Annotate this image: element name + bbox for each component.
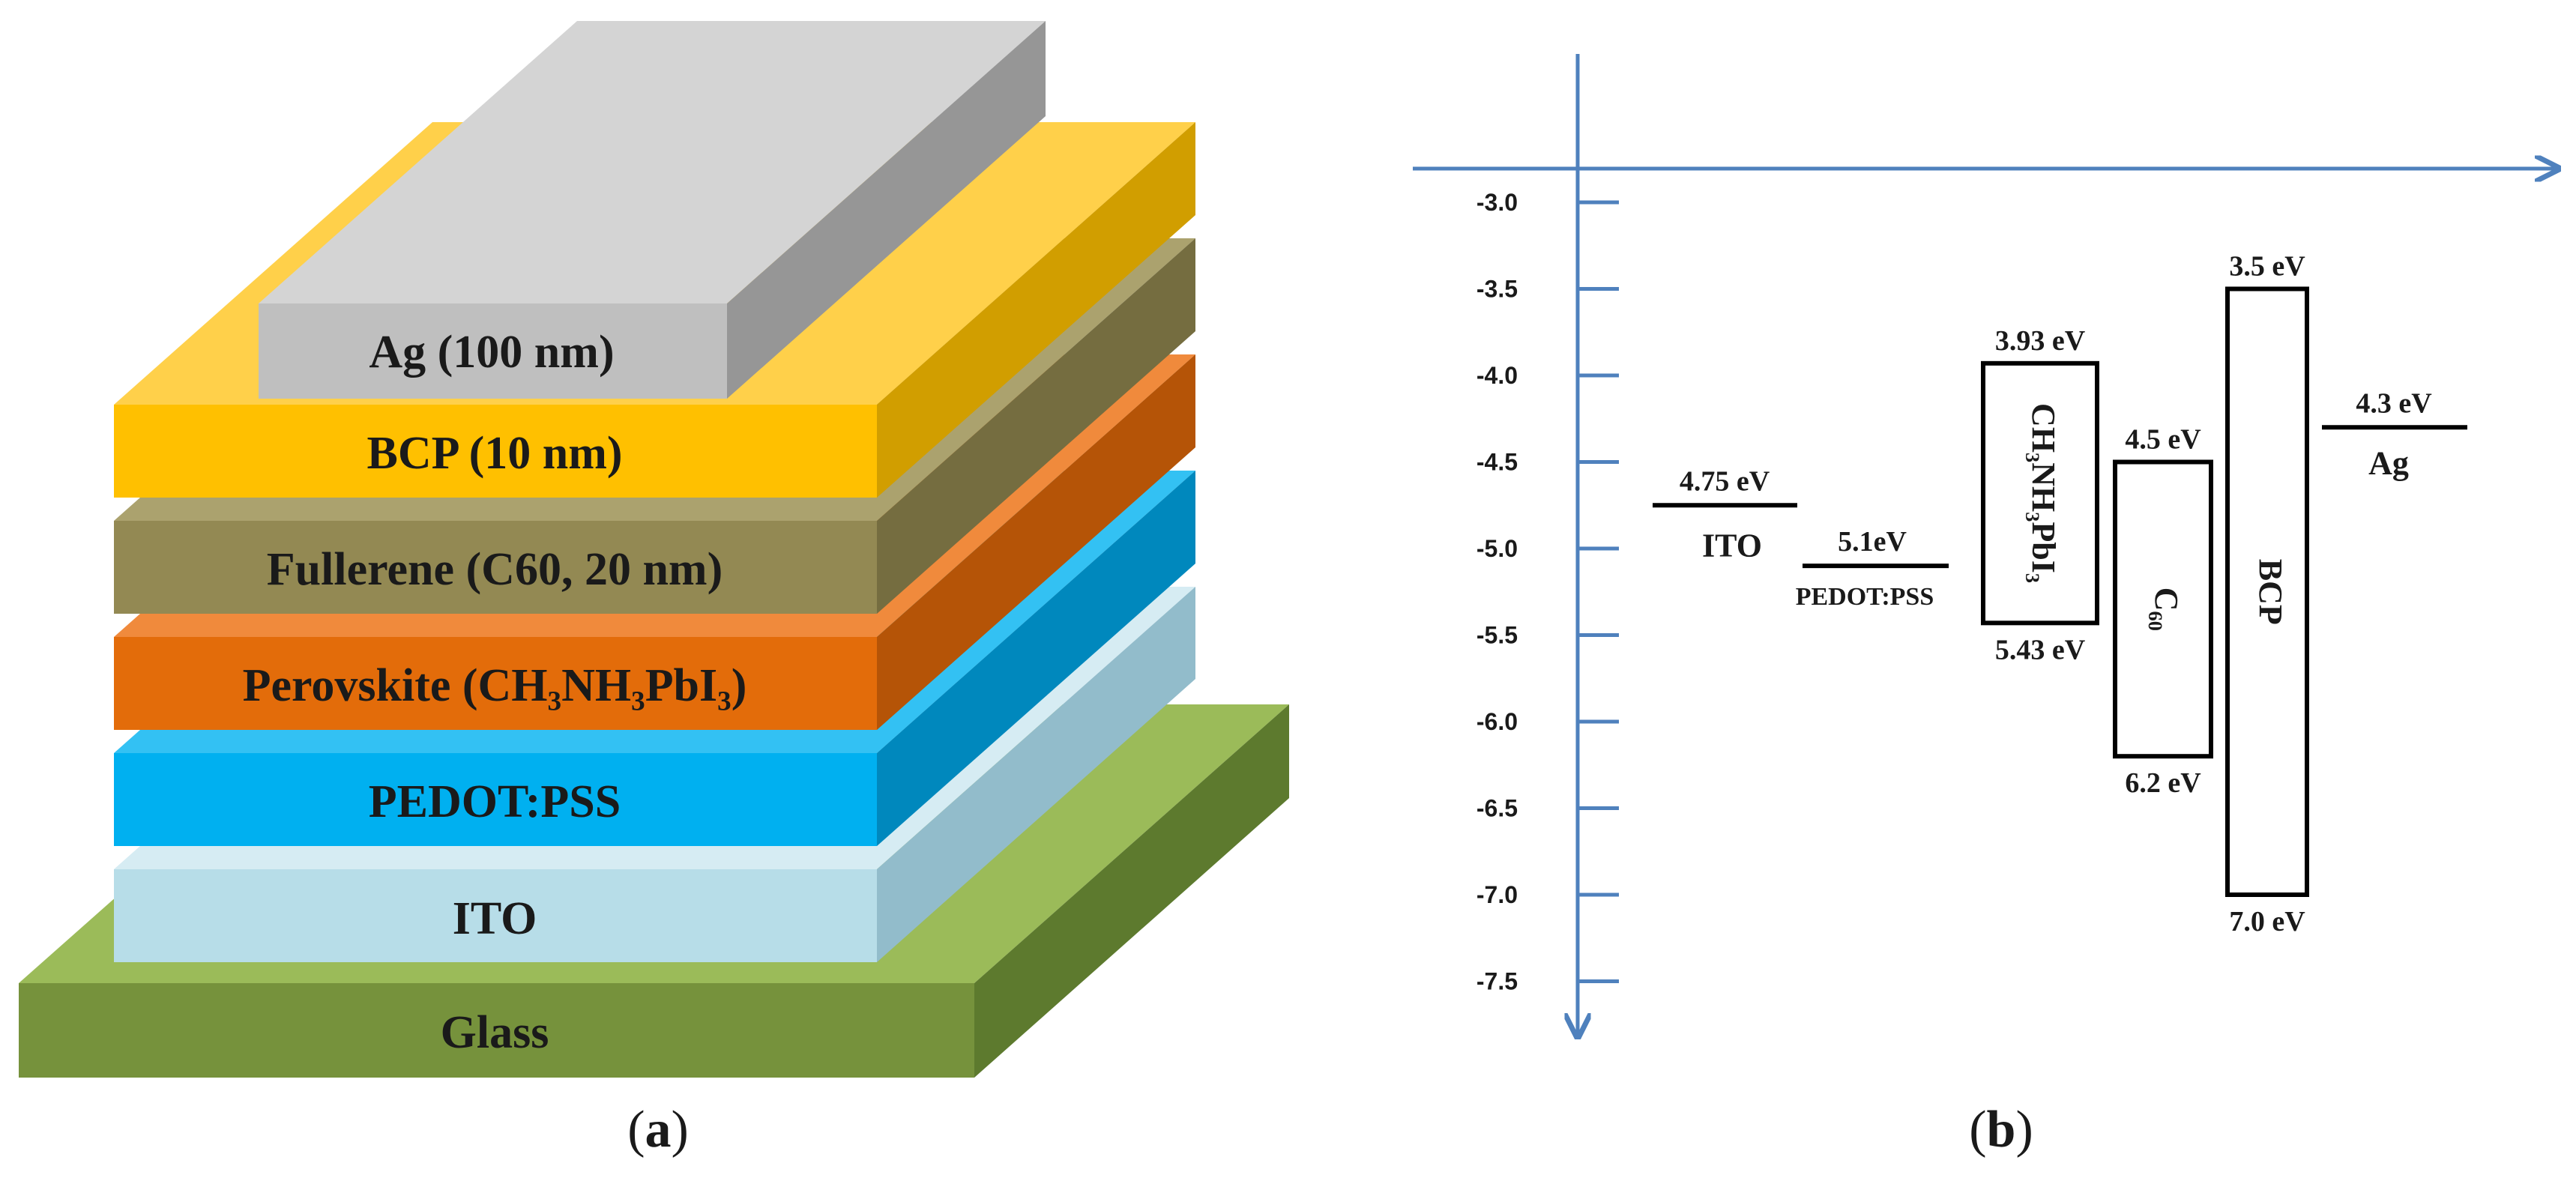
caption-b: (b) — [1969, 1101, 2033, 1159]
y-tick-label: -7.0 — [1476, 881, 1518, 908]
layer-label-pedot: PEDOT:PSS — [369, 776, 621, 827]
caption-a: (a) — [627, 1101, 689, 1159]
band-box — [2225, 286, 2309, 897]
y-tick-label: -5.5 — [1476, 622, 1518, 649]
energy-level-value: 5.1eV — [1838, 526, 1907, 558]
y-tick-label: -6.0 — [1476, 708, 1518, 735]
layer-label-fullerene: Fullerene (C60, 20 nm) — [267, 544, 723, 595]
energy-level-material: ITO — [1702, 527, 1762, 564]
band-homo-value: 7.0 eV — [2229, 906, 2305, 937]
layer-label-ag: Ag (100 nm) — [369, 327, 614, 378]
axis-ticks: -3.0 -3.5 -4.0 -4.5 -5.0 -5.5 -6.0 -6.5 -7.0 -7.5 — [1476, 189, 1619, 995]
y-tick-label: -5.0 — [1476, 535, 1518, 562]
layer-label-ito: ITO — [453, 893, 537, 944]
layer-label-glass: Glass — [441, 1007, 549, 1058]
y-tick-label: -4.5 — [1476, 449, 1518, 476]
energy-level-material: Ag — [2368, 444, 2409, 481]
energy-levels: 4.75 eV ITO 5.1eV PEDOT:PSS 4.3 eV Ag CH₃NH₃Pb… — [1653, 251, 2467, 937]
band-lumo-value: 3.93 eV — [1995, 325, 2086, 357]
energy-level-value: 4.75 eV — [1680, 465, 1770, 497]
band-material: C₆₀ — [2148, 588, 2185, 631]
layer-label-perovskite: Perovskite (CH₃NH₃PbI₃) — [243, 660, 747, 711]
band-box — [1981, 360, 2099, 626]
band-box — [2113, 459, 2213, 759]
layer-ag: Ag (100 nm) — [259, 21, 1046, 399]
energy-level-material: PEDOT:PSS — [1796, 583, 1934, 611]
band-homo-value: 6.2 eV — [2125, 767, 2201, 799]
layer-label-bcp: BCP (10 nm) — [367, 428, 623, 479]
band-homo-value: 5.43 eV — [1995, 634, 2086, 665]
y-tick-label: -6.5 — [1476, 795, 1518, 822]
y-tick-label: -3.0 — [1476, 189, 1518, 216]
band-material: BCP — [2252, 559, 2289, 625]
band-lumo-value: 4.5 eV — [2125, 424, 2201, 456]
device-stack: Glass ITO PEDOT:PSS Perovskite (CH₃NH₃Pb… — [19, 21, 1289, 1078]
y-tick-label: -4.0 — [1476, 362, 1518, 389]
y-tick-label: -7.5 — [1476, 968, 1518, 995]
band-lumo-value: 3.5 eV — [2229, 251, 2305, 283]
energy-level-value: 4.3 eV — [2356, 387, 2432, 419]
y-tick-label: -3.5 — [1476, 276, 1518, 303]
energy-diagram: -3.0 -3.5 -4.0 -4.5 -5.0 -5.5 -6.0 -6.5 -7.0 -7.5… — [1413, 54, 2556, 1034]
band-material: CH₃NH₃PbI₃ — [2025, 403, 2062, 583]
